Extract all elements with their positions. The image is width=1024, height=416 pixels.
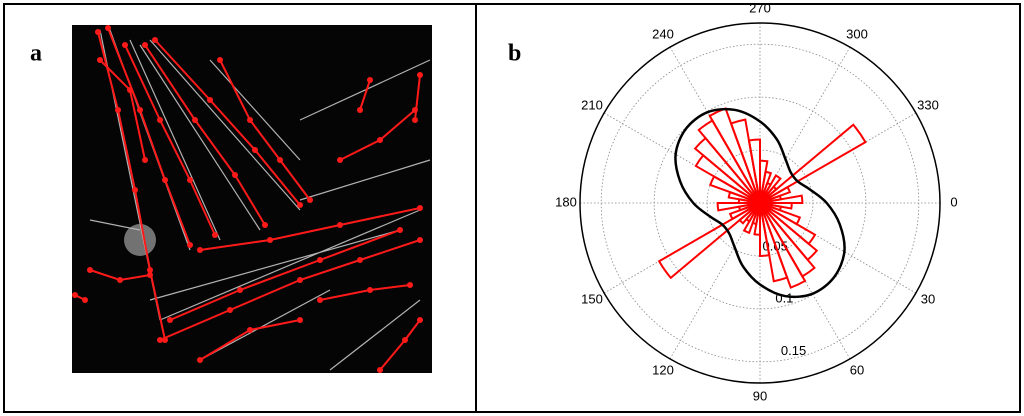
rose-bar — [729, 118, 761, 204]
frame — [3, 3, 1021, 413]
rose-bar — [759, 159, 769, 204]
rose-bar — [759, 185, 792, 204]
rose-bar — [759, 202, 789, 283]
angle-label: 240 — [652, 26, 674, 41]
panel-label: a — [30, 41, 42, 67]
angle-label: 330 — [917, 97, 939, 112]
angle-label: 60 — [850, 362, 864, 377]
fit-curve — [674, 107, 846, 299]
angle-label: 120 — [652, 362, 674, 377]
radial-label: 0.15 — [781, 343, 806, 358]
panel-label: b — [508, 41, 521, 67]
rose-bar — [759, 174, 782, 204]
plot-border — [579, 22, 941, 384]
rose-bar — [753, 202, 761, 236]
rose-bar — [657, 202, 761, 280]
rose-bar — [759, 194, 804, 204]
polar-plot: 03060901201501802102402703003300.050.10.… — [555, 0, 957, 403]
angle-label: 270 — [749, 0, 771, 15]
angle-label: 300 — [846, 26, 868, 41]
rose-bar — [759, 170, 773, 204]
angle-label: 90 — [753, 388, 767, 403]
angle-label: 210 — [581, 97, 603, 112]
angle-label: 0 — [950, 194, 957, 209]
rose-bar — [728, 202, 761, 221]
micrograph — [72, 25, 432, 373]
angle-label: 150 — [581, 291, 603, 306]
angle-label: 180 — [555, 194, 577, 209]
rose-bar — [716, 202, 761, 212]
rose-bar — [759, 202, 771, 257]
rose-bar — [759, 202, 807, 289]
rose-bar — [747, 138, 761, 204]
rose-bar — [742, 202, 761, 235]
rose-bar — [759, 123, 867, 204]
angle-label: 30 — [921, 291, 935, 306]
